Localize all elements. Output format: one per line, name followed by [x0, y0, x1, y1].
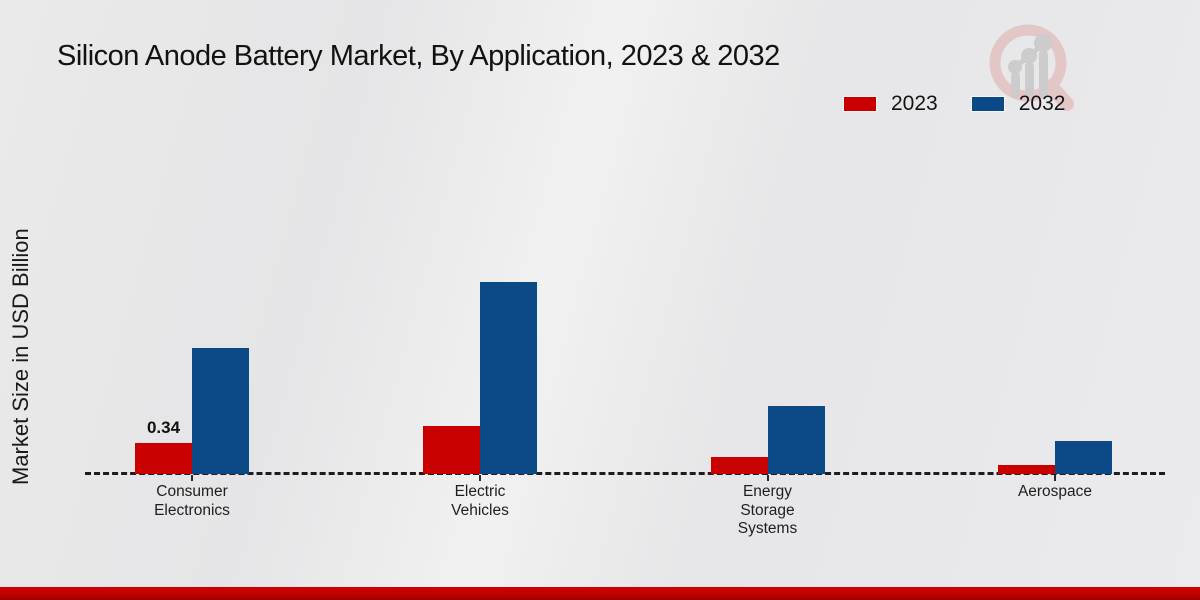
- bar-2032-consumer-electronics: [192, 348, 249, 474]
- bar-2023-consumer-electronics: [135, 443, 192, 474]
- bar-2023-aerospace: [998, 465, 1055, 474]
- bar-2032-electric-vehicles: [480, 282, 537, 474]
- bar-value-label: 0.34: [146, 418, 181, 437]
- category-label-consumer-electronics: Consumer Electronics: [154, 483, 230, 519]
- legend-label-2032: 2032: [1018, 92, 1066, 115]
- x-axis-baseline: [85, 472, 1165, 475]
- bar-2023-electric-vehicles: [423, 426, 480, 474]
- x-axis-tick: [479, 475, 481, 481]
- category-label-energy-storage-systems: Energy Storage Systems: [737, 483, 798, 537]
- bar-2032-aerospace: [1055, 441, 1112, 474]
- legend-swatch-2023: [844, 97, 876, 111]
- category-label-aerospace: Aerospace: [1017, 483, 1093, 500]
- footer-accent-strip: [0, 587, 1200, 600]
- x-axis-tick: [191, 475, 193, 481]
- bar-2023-energy-storage-systems: [710, 457, 768, 474]
- legend-label-2023: 2023: [891, 92, 938, 115]
- x-axis-tick: [1054, 475, 1056, 481]
- legend-item-2032: 2032: [971, 92, 1066, 116]
- x-axis-tick: [766, 475, 769, 481]
- chart-legend: 2023 2032: [844, 92, 1065, 116]
- magnifier-chart-logo-icon: [989, 24, 1074, 111]
- legend-swatch-2032: [971, 97, 1004, 111]
- category-label-electric-vehicles: Electric Vehicles: [451, 483, 509, 519]
- bar-2032-energy-storage-systems: [767, 406, 825, 474]
- legend-item-2023: 2023: [844, 92, 938, 116]
- page-title: Silicon Anode Battery Market, By Applica…: [57, 40, 780, 72]
